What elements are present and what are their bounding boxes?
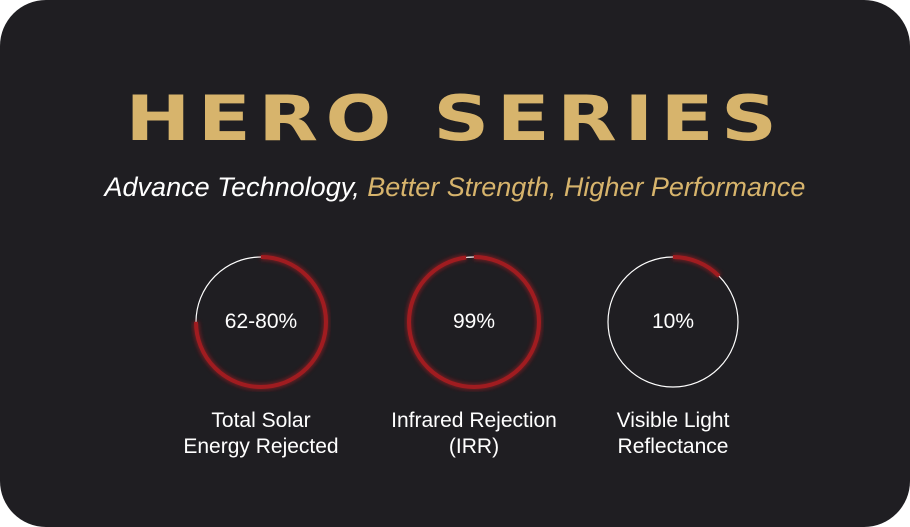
- ring-fill: [194, 255, 328, 389]
- ring-fill: [407, 255, 541, 389]
- subtitle-white: Advance Technology,: [104, 172, 360, 202]
- page-title: HERO SERIES: [125, 82, 785, 155]
- progress-ring: [406, 254, 542, 390]
- stat-label: Infrared Rejection (IRR): [391, 409, 557, 458]
- stat-label: Visible Light Reflectance: [616, 409, 730, 458]
- subtitle-gold: Better Strength, Higher Performance: [367, 172, 806, 202]
- stat-value: 10%: [651, 310, 695, 333]
- stat-total-solar: 62-80% Total Solar Energy Rejected: [161, 252, 361, 460]
- progress-ring: [193, 254, 329, 390]
- stat-label: Total Solar Energy Rejected: [183, 409, 339, 458]
- stat-value: 62-80%: [224, 310, 298, 333]
- stat-value: 99%: [452, 310, 496, 333]
- subtitle: Advance Technology, Better Strength, Hig…: [0, 172, 910, 203]
- stat-visible-light: 10% Visible Light Reflectance: [573, 252, 773, 460]
- progress-ring: [605, 254, 741, 390]
- ring-fill: [606, 255, 740, 389]
- stat-infrared: 99% Infrared Rejection (IRR): [374, 252, 574, 460]
